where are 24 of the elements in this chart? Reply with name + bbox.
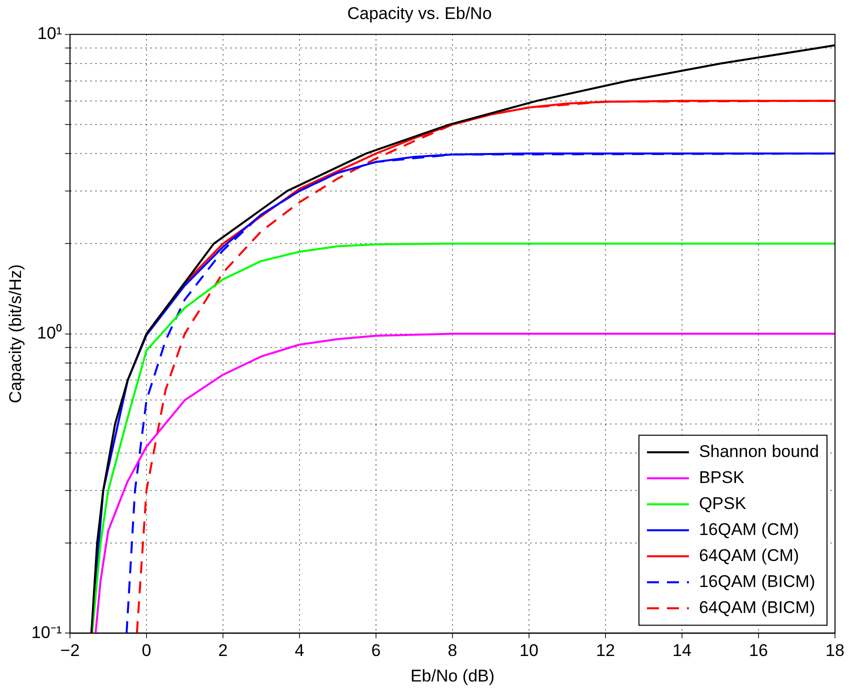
legend-label: QPSK [698, 494, 747, 513]
x-tick-label: 14 [672, 641, 692, 660]
x-tick-label: 8 [448, 641, 458, 660]
x-tick-label: 12 [596, 641, 615, 660]
y-tick-label: 10⁰ [37, 323, 62, 342]
x-tick-label: 18 [826, 641, 844, 660]
chart-title: Capacity vs. Eb/No [347, 4, 492, 23]
y-tick-label: 10¹ [37, 24, 62, 44]
x-tick-label: −2 [60, 641, 80, 660]
x-tick-label: 0 [142, 641, 152, 660]
legend-label: 64QAM (BICM) [698, 598, 816, 617]
x-tick-label: 4 [294, 641, 304, 660]
legend-label: BPSK [698, 468, 745, 487]
legend-label: 64QAM (CM) [698, 546, 800, 565]
x-tick-label: 2 [218, 641, 228, 660]
legend-label: 16QAM (CM) [698, 520, 800, 539]
y-axis-title: Capacity (bit/s/Hz) [6, 264, 25, 404]
x-tick-label: 16 [749, 641, 768, 660]
x-tick-label: 10 [520, 641, 538, 660]
x-axis-title: Eb/No (dB) [410, 666, 495, 686]
x-tick-label: 6 [371, 641, 381, 660]
y-tick-label: 10⁻¹ [31, 622, 62, 642]
legend-label: Shannon bound [698, 442, 819, 461]
legend-label: 16QAM (BICM) [698, 572, 816, 591]
